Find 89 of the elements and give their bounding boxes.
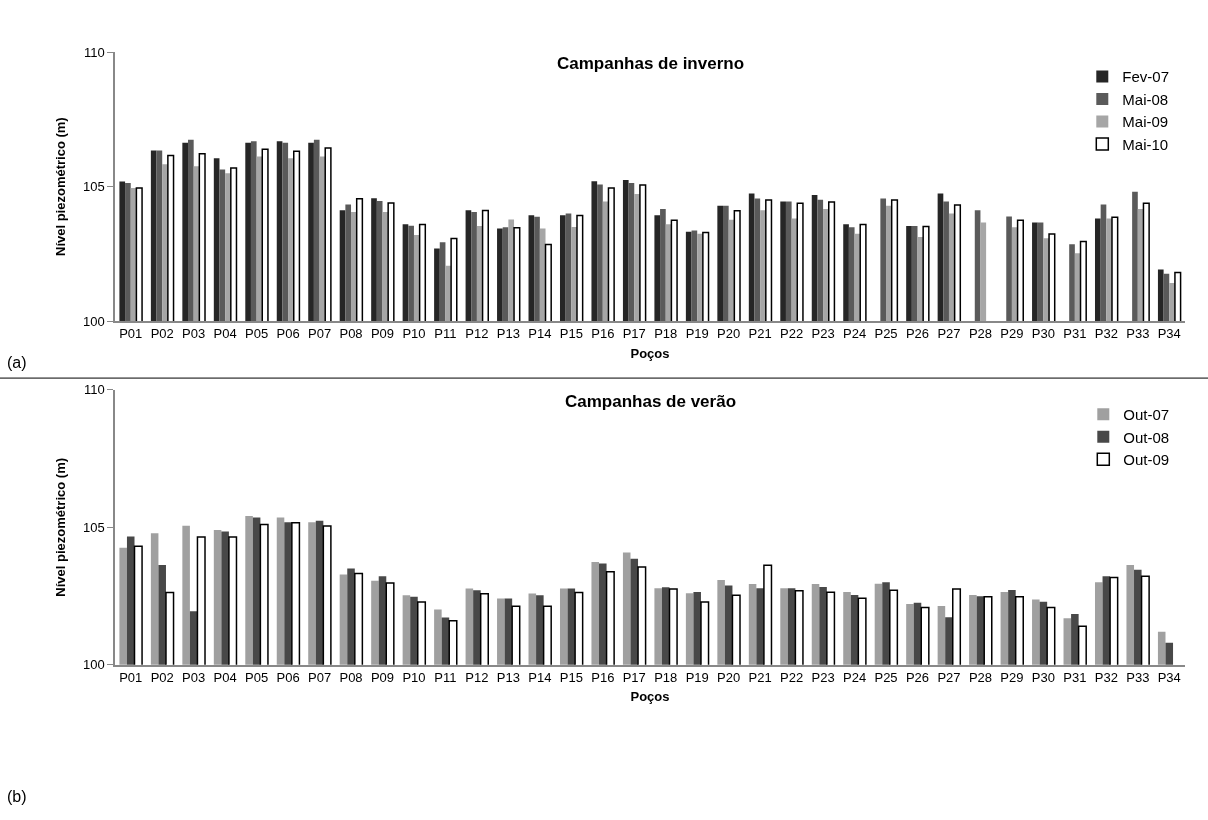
x-tick-label: P12 bbox=[465, 326, 489, 342]
x-tick-label: P34 bbox=[1157, 326, 1181, 342]
x-tick-label: P20 bbox=[717, 670, 741, 686]
y-axis-title: Nível piezométrico (m) bbox=[53, 457, 69, 597]
legend-label: Fev-07 bbox=[1122, 68, 1169, 86]
y-tick-label: 110 bbox=[83, 382, 105, 398]
y-tick-label: 105 bbox=[82, 519, 105, 535]
x-tick-label: P06 bbox=[276, 670, 300, 686]
x-tick-label: P03 bbox=[182, 670, 206, 686]
text: (b) bbox=[7, 788, 27, 805]
x-tick-label: P04 bbox=[213, 670, 237, 686]
y-tick-label: 110 bbox=[83, 44, 105, 60]
x-tick-label: P26 bbox=[905, 670, 930, 686]
x-tick-label: P24 bbox=[842, 326, 867, 342]
legend-label: Out-08 bbox=[1123, 428, 1170, 446]
x-tick-label: P16 bbox=[591, 670, 615, 686]
x-tick-label: P20 bbox=[717, 326, 741, 342]
x-tick-label: P30 bbox=[1031, 326, 1055, 342]
x-tick-label: P04 bbox=[213, 326, 237, 342]
x-tick-label: P29 bbox=[1000, 670, 1024, 686]
x-tick-label: P18 bbox=[654, 670, 678, 686]
x-tick-label: P19 bbox=[685, 670, 709, 686]
x-tick-label: P17 bbox=[622, 326, 646, 342]
x-tick-label: P15 bbox=[559, 670, 583, 686]
x-tick-label: P05 bbox=[245, 326, 269, 342]
x-axis-title: Poços bbox=[630, 689, 670, 705]
x-tick-label: P12 bbox=[465, 670, 489, 686]
x-tick-label: P16 bbox=[591, 326, 615, 342]
x-tick-label: P24 bbox=[842, 670, 867, 686]
x-tick-label: P07 bbox=[307, 670, 332, 686]
x-tick-label: P06 bbox=[276, 326, 300, 342]
x-tick-label: P33 bbox=[1126, 670, 1150, 686]
x-tick-label: P21 bbox=[748, 670, 772, 686]
x-tick-label: P08 bbox=[339, 326, 363, 342]
x-tick-label: P25 bbox=[874, 326, 898, 342]
x-tick-label: P15 bbox=[559, 326, 583, 342]
x-tick-label: P31 bbox=[1063, 326, 1087, 342]
x-tick-label: P10 bbox=[402, 670, 426, 686]
x-tick-label: P09 bbox=[370, 326, 395, 342]
x-tick-label: P21 bbox=[748, 326, 772, 342]
x-tick-label: P29 bbox=[1000, 326, 1024, 342]
x-tick-label: P27 bbox=[937, 670, 961, 686]
x-tick-label: P01 bbox=[119, 326, 143, 342]
x-tick-label: P23 bbox=[811, 326, 835, 342]
x-tick-label: P23 bbox=[811, 670, 835, 686]
y-tick-label: 100 bbox=[82, 657, 105, 673]
x-tick-label: P31 bbox=[1063, 670, 1087, 686]
x-tick-label: P27 bbox=[937, 326, 961, 342]
x-tick-label: P13 bbox=[496, 670, 520, 686]
x-tick-label: P28 bbox=[968, 326, 993, 342]
legend-label: Mai-08 bbox=[1122, 90, 1169, 108]
x-tick-label: P30 bbox=[1031, 670, 1055, 686]
legend-label: Mai-09 bbox=[1122, 113, 1169, 131]
x-tick-label: P02 bbox=[150, 326, 174, 342]
x-tick-label: P05 bbox=[245, 670, 269, 686]
x-tick-label: P14 bbox=[528, 326, 552, 342]
x-tick-label: P13 bbox=[496, 326, 520, 342]
x-tick-label: P28 bbox=[968, 670, 993, 686]
x-tick-label: P09 bbox=[370, 670, 395, 686]
x-tick-label: P32 bbox=[1094, 670, 1118, 686]
x-tick-label: P22 bbox=[780, 670, 804, 686]
x-tick-label: P19 bbox=[685, 326, 709, 342]
chart-title: Campanhas de inverno bbox=[557, 54, 745, 73]
y-tick-label: 105 bbox=[82, 179, 105, 195]
x-tick-label: P25 bbox=[874, 670, 898, 686]
x-tick-label: P08 bbox=[339, 670, 363, 686]
x-tick-label: P03 bbox=[182, 326, 206, 342]
x-tick-label: P11 bbox=[434, 670, 457, 686]
x-tick-label: P02 bbox=[150, 670, 174, 686]
legend-label: Out-09 bbox=[1123, 451, 1170, 469]
x-tick-label: P18 bbox=[654, 326, 678, 342]
legend-label: Mai-10 bbox=[1122, 135, 1169, 153]
x-tick-label: P07 bbox=[307, 326, 332, 342]
text: (a) bbox=[7, 354, 27, 371]
x-tick-label: P32 bbox=[1094, 326, 1118, 342]
x-tick-label: P11 bbox=[434, 326, 457, 342]
x-axis-title: Poços bbox=[630, 345, 670, 361]
x-tick-label: P34 bbox=[1157, 670, 1181, 686]
legend-label: Out-07 bbox=[1123, 406, 1170, 424]
y-axis-title: Nível piezométrico (m) bbox=[53, 117, 69, 256]
y-tick-label: 100 bbox=[82, 313, 105, 329]
chart-title: Campanhas de verão bbox=[565, 392, 737, 411]
x-tick-label: P26 bbox=[905, 326, 930, 342]
x-tick-label: P22 bbox=[780, 326, 804, 342]
x-tick-label: P14 bbox=[528, 670, 552, 686]
x-tick-label: P33 bbox=[1126, 326, 1150, 342]
x-tick-label: P17 bbox=[622, 670, 646, 686]
x-tick-label: P10 bbox=[402, 326, 426, 342]
x-tick-label: P01 bbox=[119, 670, 143, 686]
